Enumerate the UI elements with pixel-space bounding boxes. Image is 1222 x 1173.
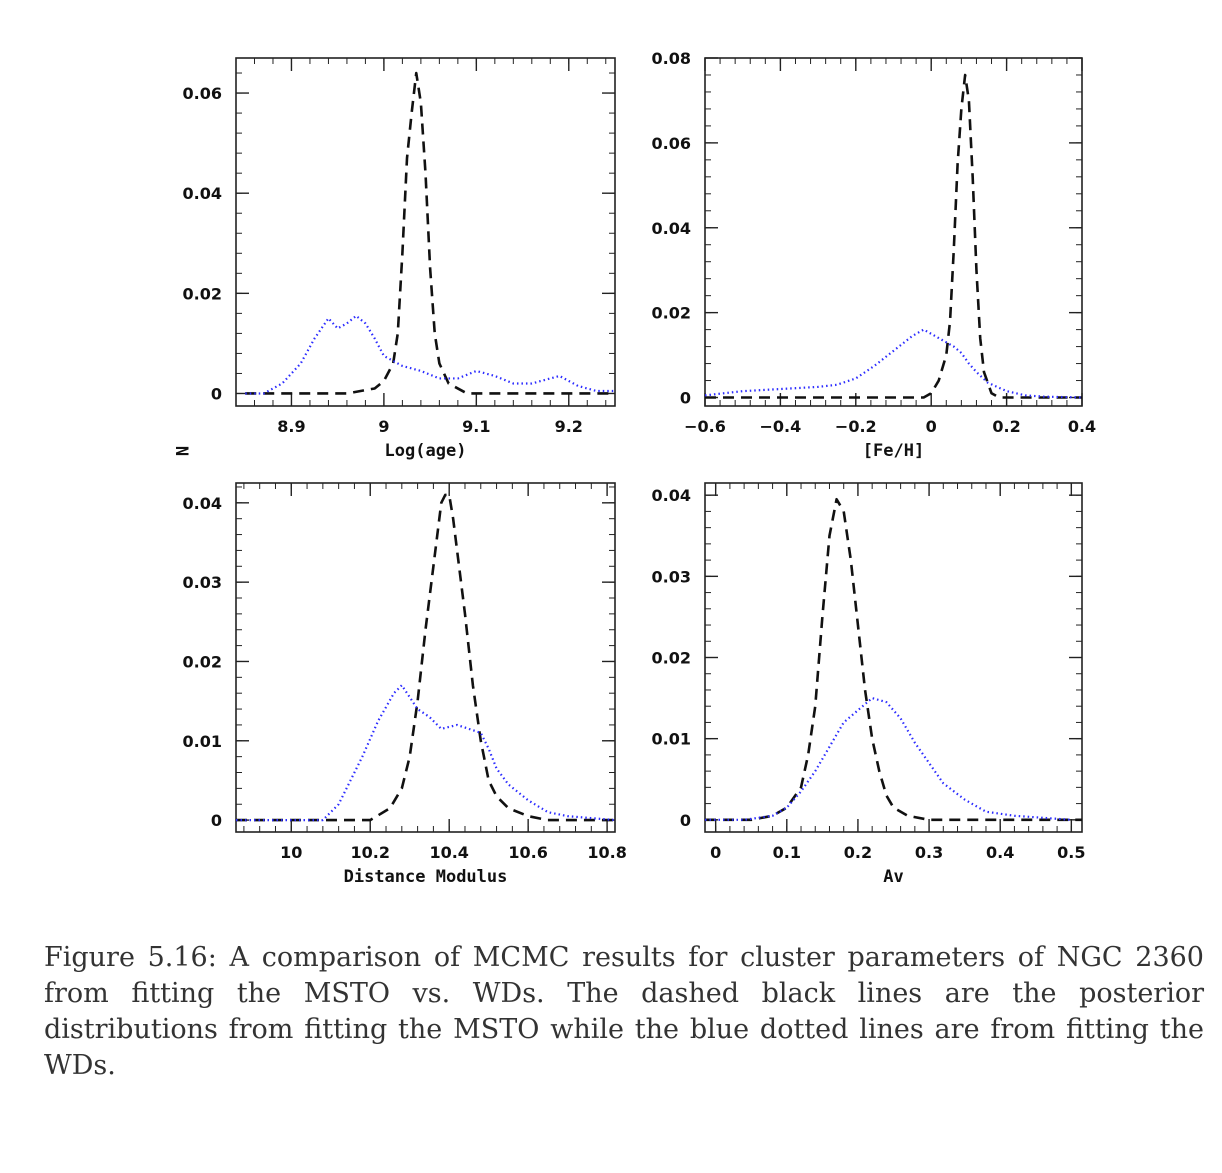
y-tick-label: 0.02 — [652, 304, 691, 323]
wd-posterior-line — [236, 684, 616, 822]
x-tick-label: 0.4 — [986, 843, 1014, 862]
msto-posterior-line — [705, 73, 1082, 399]
y-tick-label: 0.06 — [183, 84, 222, 103]
y-tick-label: 0.08 — [652, 49, 691, 68]
x-tick-label: 0.1 — [773, 843, 801, 862]
y-tick-label: 0.02 — [183, 284, 222, 303]
y-tick-label: 0.01 — [183, 732, 222, 751]
y-tick-label: 0.01 — [652, 730, 691, 749]
x-tick-label: 0.4 — [1068, 417, 1096, 436]
msto-posterior-line — [245, 71, 615, 395]
x-tick-label: 0.2 — [992, 417, 1020, 436]
msto-posterior-line — [236, 493, 615, 822]
x-tick-label: 10.6 — [508, 843, 547, 862]
y-tick-label: 0.04 — [652, 486, 691, 505]
wd-posterior-line — [705, 696, 1072, 821]
x-tick-label: 10.2 — [350, 843, 389, 862]
x-tick-label: 0.2 — [844, 843, 872, 862]
y-tick-label: 0.03 — [183, 573, 222, 592]
x-tick-label: 0 — [926, 417, 937, 436]
x-axis-label: Log(age) — [385, 441, 467, 461]
x-tick-label: −0.2 — [835, 417, 877, 436]
y-tick-label: 0 — [680, 389, 691, 408]
y-tick-label: 0.02 — [183, 652, 222, 671]
x-tick-label: −0.6 — [684, 417, 726, 436]
wd-posterior-line — [704, 328, 1083, 399]
x-tick-label: 9.1 — [462, 417, 490, 436]
wd-posterior-line — [245, 314, 615, 395]
y-tick-label: 0 — [211, 811, 222, 830]
x-tick-label: 0 — [710, 843, 721, 862]
y-tick-label: 0.02 — [652, 649, 691, 668]
x-tick-label: 10.4 — [429, 843, 468, 862]
panel-log-age: 8.9 9 9.1 9.2 0 0.02 0.04 0.06 Log(age) — [183, 57, 616, 461]
plot-frame — [235, 482, 616, 833]
panel-av: 0 0.1 0.2 0.3 0.4 0.5 0 0.01 0.02 0.03 0.04 Av — [652, 482, 1086, 887]
plot-frame — [704, 482, 1083, 833]
x-tick-label: 10.8 — [587, 843, 626, 862]
panel-fe-h: −0.6 −0.4 −0.2 0 0.2 0.4 0 0.02 0.04 0.06 0.08 [Fe/… — [652, 49, 1097, 461]
y-tick-label: 0.04 — [183, 184, 222, 203]
x-axis-label: [Fe/H] — [863, 441, 924, 461]
plot-frame — [235, 57, 616, 407]
x-tick-label: 8.9 — [277, 417, 305, 436]
y-tick-label: 0.06 — [652, 134, 691, 153]
x-tick-label: 0.5 — [1057, 843, 1085, 862]
y-tick-label: 0 — [211, 384, 222, 403]
shared-y-axis-label: N — [171, 446, 191, 456]
x-axis-label: Distance Modulus — [344, 867, 508, 887]
y-tick-label: 0 — [680, 811, 691, 830]
panel-distance-modulus: 10 10.2 10.4 10.6 10.8 0 0.01 0.02 0.03 0.04 Dista… — [183, 482, 627, 887]
y-tick-label: 0.04 — [652, 219, 691, 238]
y-tick-label: 0.04 — [183, 494, 222, 513]
msto-posterior-line — [705, 497, 1082, 822]
x-axis-label: Av — [883, 867, 903, 887]
x-tick-label: 10 — [280, 843, 302, 862]
x-tick-label: −0.4 — [760, 417, 802, 436]
plot-frame — [704, 57, 1083, 407]
y-tick-label: 0.03 — [652, 567, 691, 586]
x-tick-label: 0.3 — [915, 843, 943, 862]
x-tick-label: 9.2 — [555, 417, 583, 436]
x-tick-label: 9 — [378, 417, 389, 436]
figure-caption: Figure 5.16: A comparison of MCMC result… — [44, 942, 1204, 1081]
